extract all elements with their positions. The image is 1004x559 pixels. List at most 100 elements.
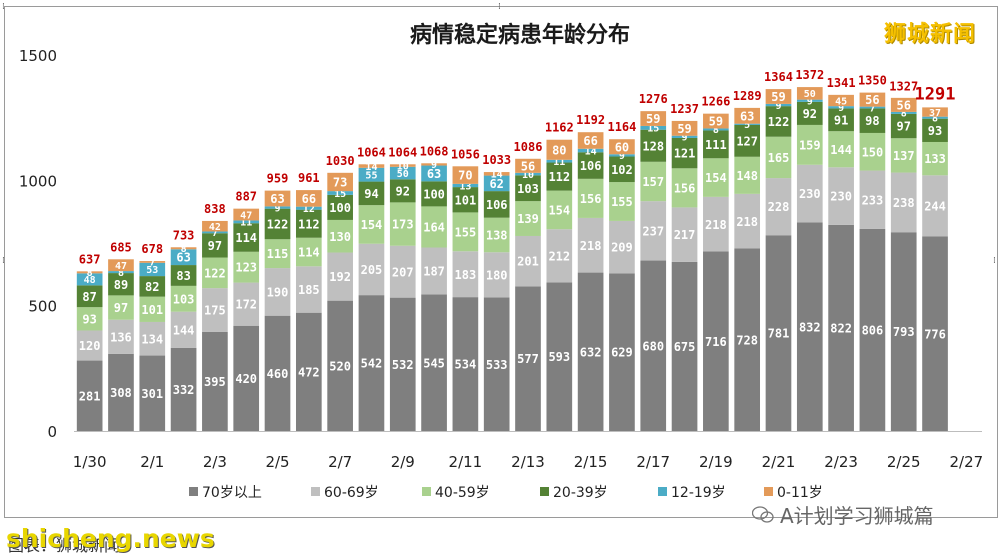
bar-segment (389, 166, 416, 180)
bar-segment (796, 164, 823, 223)
bar-segment (703, 251, 729, 431)
data-label: 8 (932, 113, 938, 124)
data-label: 59 (677, 122, 691, 136)
bar-segment (765, 136, 792, 179)
data-label: 190 (267, 285, 289, 299)
data-label: 83 (176, 269, 190, 283)
bar-segment (170, 247, 197, 250)
bar-segment (233, 251, 260, 283)
y-tick-label: 1000 (19, 172, 57, 190)
bar-segment (577, 152, 604, 179)
bar-segment (327, 219, 353, 253)
data-label: 172 (235, 298, 257, 312)
data-label: 122 (204, 266, 226, 280)
bar-segment (922, 236, 948, 431)
data-label: 42 (209, 222, 221, 233)
data-label: 192 (329, 270, 351, 284)
bar-segment (890, 138, 917, 173)
bar-segment (170, 347, 197, 431)
resize-handle-top-left[interactable]: ⁞ (2, 2, 5, 12)
data-label: 63 (740, 109, 754, 123)
bar-segment (796, 87, 823, 100)
total-label: 1086 (514, 140, 543, 154)
bar-segment (264, 190, 291, 207)
bar-segment (108, 273, 134, 296)
data-label: 156 (580, 192, 602, 206)
bar-segment (389, 297, 416, 431)
total-label: 887 (235, 190, 257, 204)
bar-segment (796, 124, 823, 165)
bar-segment (295, 237, 322, 267)
data-label: 218 (705, 218, 727, 232)
bar-segment (139, 276, 166, 297)
data-label: 157 (642, 175, 664, 189)
bar-segment (734, 124, 761, 157)
total-label: 1033 (482, 153, 511, 167)
bar-segment (327, 252, 353, 301)
data-label: 144 (830, 143, 852, 157)
data-label: 7 (149, 258, 155, 269)
bar-segment (671, 137, 698, 169)
bar-segment (233, 282, 260, 326)
data-label: 120 (79, 339, 101, 353)
bar-segment (421, 163, 447, 166)
bar-segment (264, 315, 291, 431)
data-label: 87 (82, 290, 96, 304)
resize-handle-right[interactable]: ⁞ (993, 256, 996, 266)
bar-segment (703, 158, 729, 197)
data-label: 14 (365, 162, 377, 173)
bar-segment (828, 224, 854, 431)
data-label: 5 (744, 120, 750, 131)
data-label: 212 (548, 249, 570, 263)
data-label: 137 (893, 149, 915, 163)
data-label: 472 (298, 365, 320, 379)
bar-segment (859, 108, 886, 133)
bar-segment (76, 360, 103, 431)
resize-handle-top[interactable]: ⁞ (498, 2, 501, 12)
data-label: 301 (141, 387, 163, 401)
resize-handle-left[interactable]: ⁞ (2, 256, 5, 266)
chart-frame[interactable]: 病情稳定病患年龄分布 0 500 1000 1500 281 120 93 87 48 8 637 1/… (2, 2, 998, 518)
data-label: 8 (713, 125, 719, 136)
bar-segment (295, 206, 322, 210)
data-label: 82 (145, 280, 159, 294)
y-tick-label: 1500 (19, 47, 57, 65)
bar-segment (452, 166, 479, 184)
data-label: 14 (491, 170, 503, 181)
data-label: 93 (82, 312, 96, 326)
bar-segment (295, 190, 322, 207)
data-label: 106 (486, 198, 508, 212)
data-label: 332 (173, 383, 195, 397)
data-label: 534 (455, 358, 477, 372)
data-label: 154 (361, 218, 383, 232)
data-label: 112 (298, 217, 320, 231)
bar-segment (734, 156, 761, 194)
data-label: 101 (141, 303, 163, 317)
bar-segment (452, 297, 479, 431)
bar-segment (890, 172, 917, 233)
data-label: 542 (361, 357, 383, 371)
bar-segment (859, 92, 886, 107)
bar-segment (421, 294, 447, 431)
bar-segment (389, 179, 416, 203)
total-label: 961 (298, 171, 320, 185)
bar-segment (421, 181, 447, 207)
data-label: 230 (799, 187, 821, 201)
bar-segment (796, 101, 823, 125)
data-label: 144 (173, 323, 195, 337)
bar-segment (515, 175, 541, 202)
data-label: 122 (267, 218, 289, 232)
bar-segment (295, 312, 322, 431)
bar-segment (703, 128, 729, 131)
bar-segment (859, 106, 886, 109)
data-label: 822 (830, 322, 852, 336)
data-label: 545 (423, 356, 445, 370)
bar-segment (358, 243, 385, 296)
data-label: 209 (611, 241, 633, 255)
data-label: 806 (862, 324, 884, 338)
bar-segment (233, 325, 260, 431)
legend-label: 0-11岁 (777, 485, 823, 501)
bar-segment (828, 108, 854, 132)
bar-segment (483, 252, 510, 298)
bar-segment (828, 106, 854, 109)
